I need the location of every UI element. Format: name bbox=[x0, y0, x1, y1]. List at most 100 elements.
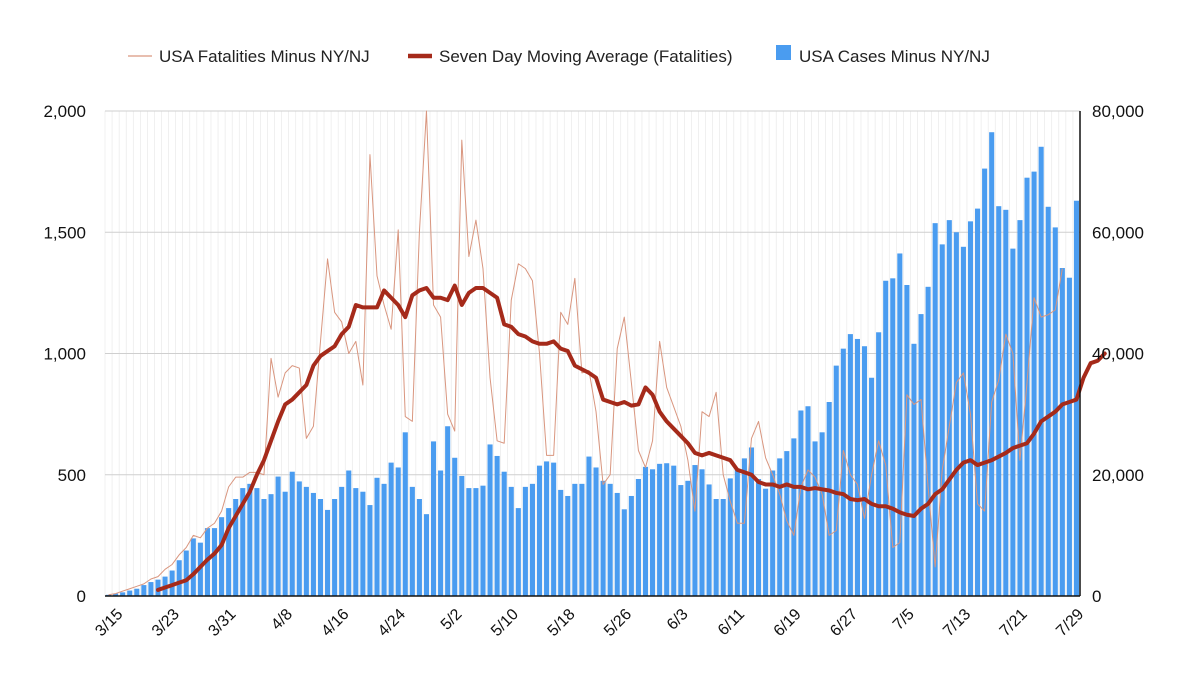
x-tick-label: 5/10 bbox=[488, 606, 522, 640]
case-bar bbox=[699, 469, 705, 596]
case-bar bbox=[289, 471, 295, 596]
case-bar bbox=[932, 223, 938, 596]
x-tick-label: 6/3 bbox=[664, 606, 692, 634]
case-bar bbox=[650, 469, 656, 596]
case-bar bbox=[275, 476, 281, 596]
case-bar bbox=[374, 477, 380, 596]
case-bar bbox=[445, 426, 451, 596]
case-bar bbox=[946, 220, 952, 596]
case-bar bbox=[1045, 206, 1051, 596]
case-bar bbox=[473, 488, 479, 596]
x-tick-label: 5/26 bbox=[601, 606, 635, 640]
x-tick-label: 5/18 bbox=[545, 606, 579, 640]
case-bar bbox=[551, 462, 557, 596]
case-bar bbox=[642, 466, 649, 596]
case-bar bbox=[367, 505, 373, 596]
case-bar bbox=[141, 585, 147, 596]
case-bar bbox=[558, 489, 564, 596]
case-bar bbox=[480, 485, 486, 596]
case-bar bbox=[388, 462, 394, 596]
fatality-lines bbox=[108, 110, 1107, 596]
x-tick-label: 3/23 bbox=[149, 606, 183, 640]
x-tick-label: 3/15 bbox=[92, 606, 126, 640]
x-tick-label: 7/29 bbox=[1053, 606, 1087, 640]
case-bar bbox=[975, 208, 981, 596]
y-left-tick-label: 1,500 bbox=[43, 223, 86, 242]
x-tick-label: 4/16 bbox=[318, 606, 352, 640]
y-right-tick-label: 80,000 bbox=[1092, 102, 1144, 121]
case-bar bbox=[798, 410, 804, 596]
y-axis-left-ticks: 0 500 1,000 1,500 2,000 bbox=[43, 102, 86, 606]
case-bar bbox=[268, 494, 274, 596]
case-bar bbox=[310, 492, 316, 596]
x-tick-label: 6/19 bbox=[771, 606, 805, 640]
case-bar bbox=[522, 486, 528, 596]
case-bar bbox=[869, 377, 875, 596]
case-bar bbox=[967, 221, 974, 596]
case-bar bbox=[325, 509, 331, 596]
case-bar bbox=[190, 538, 196, 596]
case-bar bbox=[607, 483, 613, 596]
case-bar bbox=[1010, 248, 1016, 596]
gridlines bbox=[104, 110, 1081, 597]
legend-item-moving-average: Seven Day Moving Average (Fatalities) bbox=[408, 47, 733, 66]
case-bar bbox=[854, 338, 860, 596]
case-bar bbox=[982, 168, 988, 596]
case-bar bbox=[671, 465, 677, 596]
case-bar bbox=[233, 499, 239, 596]
x-tick-label: 7/13 bbox=[940, 606, 974, 640]
case-bar bbox=[536, 465, 543, 596]
y-right-tick-label: 20,000 bbox=[1092, 466, 1144, 485]
case-bar bbox=[113, 593, 119, 596]
y-left-tick-label: 1,000 bbox=[43, 345, 86, 364]
case-bar bbox=[918, 314, 924, 596]
case-bar bbox=[890, 278, 896, 596]
case-bar bbox=[833, 365, 839, 596]
case-bar bbox=[960, 246, 966, 597]
case-bar bbox=[494, 455, 500, 596]
y-axis-right-ticks: 0 20,000 40,000 60,000 80,000 bbox=[1092, 102, 1144, 606]
case-bar bbox=[989, 132, 995, 596]
case-bar bbox=[600, 480, 606, 596]
case-bar bbox=[127, 590, 133, 596]
case-bar bbox=[395, 467, 401, 596]
case-bar bbox=[706, 484, 712, 596]
case-bar bbox=[727, 478, 733, 596]
case-bar bbox=[211, 528, 218, 596]
case-bar bbox=[360, 491, 366, 596]
case-bar bbox=[819, 432, 825, 596]
case-bar bbox=[812, 441, 818, 596]
y-right-tick-label: 0 bbox=[1092, 587, 1101, 606]
case-bar bbox=[529, 483, 535, 596]
case-bar bbox=[120, 592, 126, 596]
case-bar bbox=[346, 470, 352, 596]
x-tick-label: 3/31 bbox=[205, 606, 239, 640]
case-bar bbox=[897, 253, 903, 596]
case-bar bbox=[416, 499, 422, 596]
case-bar bbox=[183, 550, 189, 596]
case-bar bbox=[148, 582, 154, 596]
case-bar bbox=[847, 334, 853, 596]
case-bar bbox=[134, 588, 140, 596]
case-bar bbox=[409, 486, 415, 596]
case-bar bbox=[565, 495, 571, 596]
case-bar bbox=[423, 514, 430, 596]
case-bar bbox=[939, 244, 945, 596]
case-bar bbox=[579, 483, 585, 596]
case-bar bbox=[635, 478, 641, 596]
case-bar bbox=[544, 461, 550, 596]
case-bar bbox=[332, 499, 338, 596]
case-bar bbox=[741, 458, 747, 596]
case-bar bbox=[501, 471, 507, 596]
case-bar bbox=[925, 286, 931, 596]
case-bar bbox=[1031, 171, 1037, 596]
legend-label-fatalities: USA Fatalities Minus NY/NJ bbox=[159, 47, 370, 66]
x-tick-label: 4/24 bbox=[375, 606, 409, 640]
case-bar bbox=[734, 468, 740, 596]
case-bar bbox=[586, 456, 592, 596]
case-bar bbox=[692, 465, 698, 596]
legend: USA Fatalities Minus NY/NJ Seven Day Mov… bbox=[128, 45, 990, 66]
case-bar bbox=[1003, 209, 1009, 596]
x-axis-ticks: 3/15 3/23 3/31 4/8 4/16 4/24 5/2 5/10 5/18 5/26 6/… bbox=[92, 606, 1087, 640]
